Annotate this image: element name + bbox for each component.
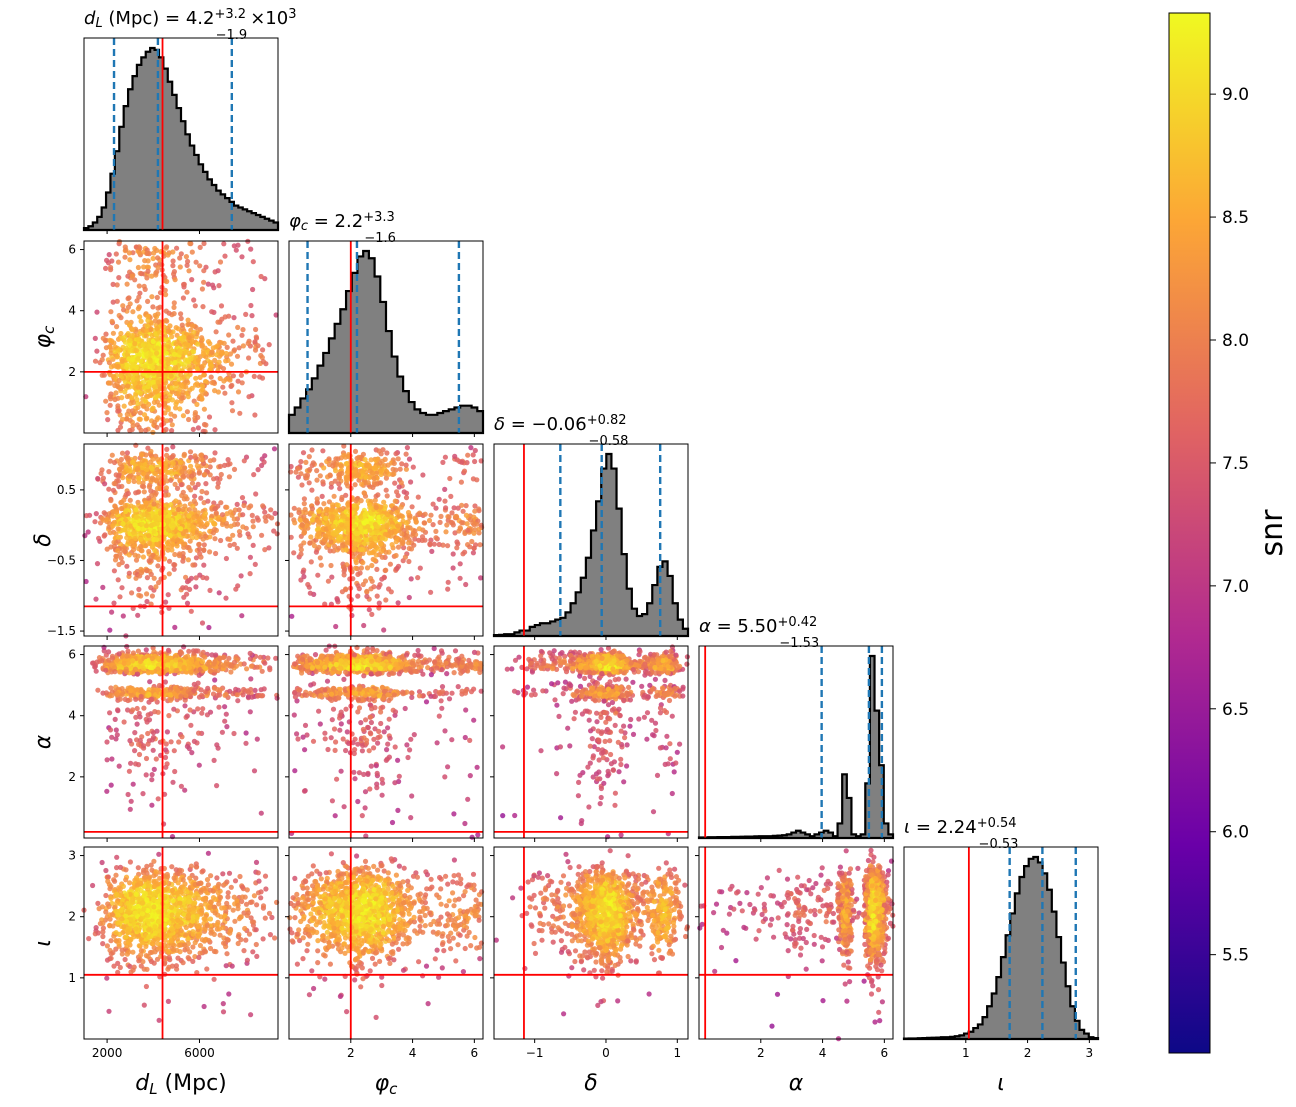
colorbar-tick-label: 6.0 [1222,823,1249,843]
y-tick-label: 0.5 [57,483,76,497]
scatter-points [500,644,691,840]
scatter-panel-phic-delta [285,443,485,640]
scatter-points [493,848,691,1017]
scatter-panel-dL-phic: 2 4 6 [68,238,279,437]
scatter-panel-delta-iota: −1 0 1 [490,846,691,1060]
title-delta: δ = −0.06+0.82 −0.58 [494,413,628,449]
panel-frame [83,37,279,231]
scatter-panel-delta-alpha [490,644,691,842]
scatter-panel-dL-iota: 2000 6000 1 2 3 [68,846,280,1060]
x-axis-label-phic: φc [375,1071,399,1098]
y-tick-label: 6 [68,648,76,662]
histogram-iota [902,855,1100,1041]
histogram-alpha [697,654,895,840]
y-tick-label: 2 [68,365,76,379]
colorbar-tick-label: 9.0 [1222,85,1249,105]
scatter-points [82,442,281,639]
title-iota: ι = 2.24+0.54 −0.53 [904,816,1018,852]
panel-frame [698,846,894,1040]
colorbar-tick-label: 6.5 [1222,700,1249,720]
x-axis-label-alpha: α [789,1071,804,1096]
hist-panel-alpha [697,645,895,842]
histogram-phic [287,249,485,435]
x-axis-label-delta: δ [584,1071,597,1096]
panel-frame [288,443,484,637]
scatter-panel-alpha-iota: 2 4 6 [695,846,896,1060]
y-tick-label: 2 [68,910,76,924]
x-tick-label: 2 [347,1046,355,1060]
colorbar-label: snr [1255,509,1290,557]
hist-panel-dL [82,37,280,234]
x-tick-label: 4 [409,1046,417,1060]
panel-frame [83,240,279,434]
y-tick-label: 4 [68,304,76,318]
x-tick-label: 2 [1024,1046,1032,1060]
colorbar-gradient [1168,12,1211,1054]
x-tick-label: 6 [881,1046,889,1060]
title-alpha: α = 5.50+0.42 −1.53 [699,615,819,651]
x-tick-label: 6 [471,1046,479,1060]
y-axis-label-delta: δ [31,533,56,546]
scatter-panel-dL-alpha: 2 4 6 [68,643,280,842]
x-tick-label: 2 [757,1046,765,1060]
y-axis-label-phic: φc [31,325,58,349]
y-tick-label: 1 [68,971,76,985]
panel-frame [493,846,689,1040]
panel-frame [288,846,484,1040]
scatter-panel-phic-alpha [285,643,484,842]
x-tick-label: 2000 [92,1046,123,1060]
colorbar-tick-label: 8.5 [1222,208,1249,228]
scatter-points [697,847,896,1042]
hist-panel-phic [287,240,485,437]
x-tick-label: 1 [962,1046,970,1060]
x-axis-label-dL: dL (Mpc) [135,1071,227,1098]
y-tick-label: 4 [68,709,76,723]
y-axis-label-alpha: α [31,734,56,749]
y-axis-label-iota: ι [31,939,56,946]
x-tick-label: 3 [1086,1046,1094,1060]
scatter-panel-dL-delta: −1.5 −0.5 0.5 [47,442,281,640]
panel-frame [493,645,689,839]
panel-frame [493,443,689,637]
panel-frame [83,645,279,839]
panel-frame [903,846,1099,1040]
scatter-points [81,850,280,1023]
x-tick-label: 1 [673,1046,681,1060]
y-tick-label: 2 [68,770,76,784]
colorbar: 5.5 6.0 6.5 7.0 7.5 8.0 8.5 9.0 snr [1168,12,1290,1054]
colorbar-tick-label: 8.0 [1222,331,1249,351]
panel-frame [83,846,279,1040]
scatter-points [288,443,485,633]
x-tick-label: 4 [819,1046,827,1060]
y-tick-label: 3 [68,849,76,863]
colorbar-tick-label: 7.0 [1222,577,1249,597]
colorbar-tick-label: 5.5 [1222,946,1249,966]
title-dL: dL (Mpc) = 4.2+3.2 −1.9×103 [84,7,297,43]
colorbar-tick-label: 7.5 [1222,454,1249,474]
x-tick-label: 6000 [184,1046,215,1060]
y-tick-label: 6 [68,243,76,257]
scatter-points [287,851,485,1021]
x-axis-label-iota: ι [997,1071,1004,1096]
scatter-points [83,238,279,435]
y-tick-label: −0.5 [47,553,76,567]
panel-frame [288,240,484,434]
scatter-points [90,643,280,840]
y-tick-label: −1.5 [47,624,76,638]
panel-frame [698,645,894,839]
scatter-points [289,643,484,840]
x-tick-label: −1 [526,1046,544,1060]
hist-panel-delta [492,443,690,640]
panel-frame [83,443,279,637]
scatter-panel-phic-iota: 2 4 6 [285,846,485,1060]
x-tick-label: 0 [602,1046,610,1060]
panel-frame [288,645,484,839]
title-phic: φc = 2.2+3.3 −1.6 [289,210,396,246]
hist-panel-iota: 1 2 3 [902,846,1100,1060]
